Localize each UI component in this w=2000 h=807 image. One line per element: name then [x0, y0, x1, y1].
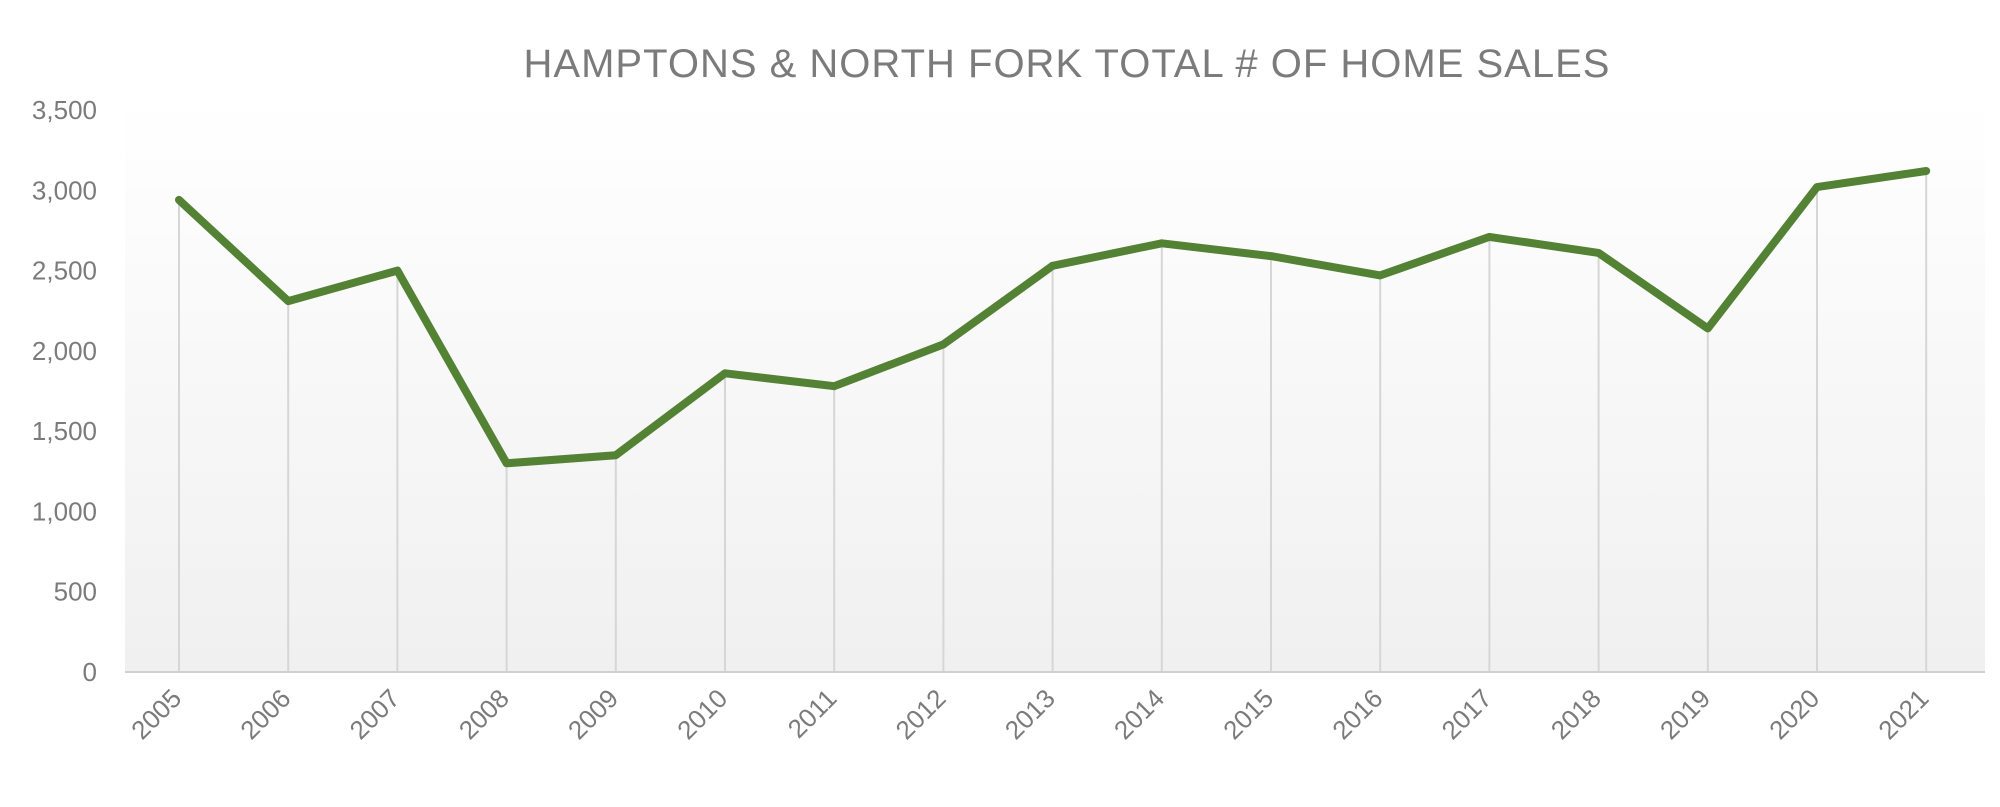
x-tick-label-2005: 2005 — [125, 683, 187, 745]
x-tick-label-2019: 2019 — [1654, 683, 1716, 745]
y-tick-label: 2,000 — [32, 336, 97, 366]
x-tick-label-2010: 2010 — [671, 683, 733, 745]
x-tick-label-2012: 2012 — [890, 683, 952, 745]
y-tick-label: 500 — [54, 577, 97, 607]
y-tick-label: 3,500 — [32, 95, 97, 125]
x-tick-label-2020: 2020 — [1763, 683, 1825, 745]
y-axis-tick-labels: 0 500 1,000 1,500 2,000 2,500 3,000 3,500 — [32, 95, 97, 687]
plot-area — [125, 96, 1985, 672]
x-tick-label-2007: 2007 — [344, 683, 406, 745]
x-tick-label-2017: 2017 — [1436, 683, 1498, 745]
x-tick-label-2013: 2013 — [999, 683, 1061, 745]
y-tick-label: 0 — [83, 657, 97, 687]
x-tick-label-2006: 2006 — [234, 683, 296, 745]
y-tick-label: 1,500 — [32, 416, 97, 446]
x-tick-label-2011: 2011 — [782, 683, 843, 744]
y-tick-label: 1,000 — [32, 496, 97, 526]
chart-title: HAMPTONS & NORTH FORK TOTAL # OF HOME SA… — [524, 42, 1611, 86]
x-tick-label-2018: 2018 — [1545, 683, 1607, 745]
x-tick-label-2015: 2015 — [1217, 683, 1279, 745]
x-tick-label-2016: 2016 — [1326, 683, 1388, 745]
y-tick-label: 3,000 — [32, 175, 97, 205]
series-line — [175, 167, 1931, 468]
x-axis-tick-labels: 2005 2006 2007 2008 2009 2010 2011 2012 2013 2014… — [125, 683, 1934, 745]
x-tick-label-2021: 2021 — [1872, 683, 1934, 745]
x-tick-label-2014: 2014 — [1108, 683, 1170, 745]
gridlines — [178, 171, 1928, 672]
y-tick-label: 2,500 — [32, 256, 97, 286]
x-tick-label-2008: 2008 — [453, 683, 515, 745]
x-tick-label-2009: 2009 — [562, 683, 624, 745]
